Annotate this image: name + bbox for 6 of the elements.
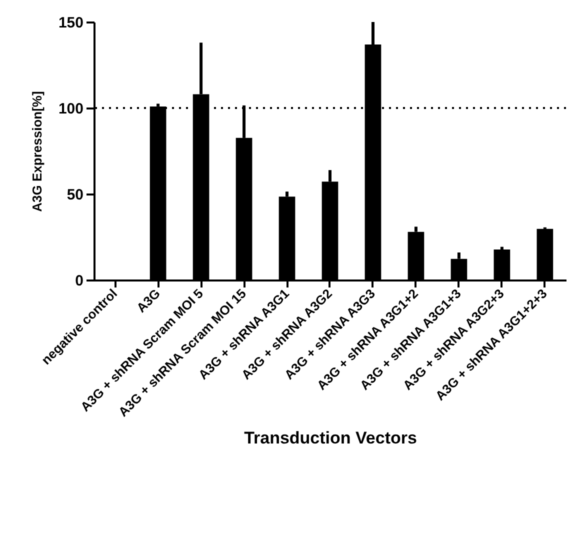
y-tick-label: 50: [66, 186, 84, 204]
x-axis-title: Transduction Vectors: [244, 428, 417, 448]
y-tick-label: 100: [58, 100, 84, 118]
y-axis-title: A3G Expression[%]: [29, 91, 44, 212]
y-tick-label: 150: [58, 14, 84, 32]
y-tick-label: 0: [75, 272, 84, 290]
